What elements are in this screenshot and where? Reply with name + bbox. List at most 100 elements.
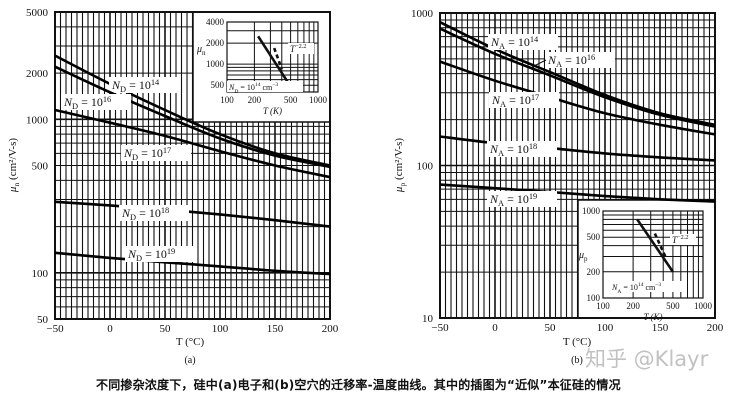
- inset-y-tick-label: 4000: [206, 17, 225, 27]
- series-label-part: D: [136, 254, 142, 263]
- inset-power-law-label: T−2.2: [672, 234, 688, 245]
- inset-doping-note-part: 14: [638, 282, 644, 288]
- watermark: 知乎 @Klayr: [585, 347, 709, 371]
- inset-power-law-label-part: −2.2: [295, 43, 306, 50]
- series-label-part: 16: [587, 53, 595, 62]
- series-label-part: 14: [530, 35, 539, 44]
- series-label-part: D: [120, 85, 126, 94]
- inset-doping-note-part: D: [234, 89, 238, 95]
- x-axis-label: T (°C): [563, 336, 592, 348]
- inset-y-axis-label-part: p: [584, 255, 588, 263]
- y-tick-label: 500: [32, 161, 49, 173]
- series-label: ND = 1014: [111, 78, 160, 94]
- inset-doping-note-part: N: [228, 83, 235, 92]
- series-label-part: = 10: [504, 192, 529, 206]
- inset-doping-note-part: A: [617, 289, 621, 295]
- x-tick-label: 0: [492, 322, 498, 334]
- inset-y-axis-label: μp: [578, 250, 588, 263]
- series-label-part: N: [489, 192, 499, 206]
- inset-doping-note-part: cm: [261, 83, 274, 92]
- series-label: ND = 1016: [63, 95, 111, 111]
- series-label: ND = 1018: [121, 206, 169, 222]
- y-axis-label-part: μ: [393, 186, 405, 193]
- series-label-part: N: [489, 142, 499, 156]
- series-label-part: D: [72, 102, 78, 111]
- label-bg: [487, 191, 557, 207]
- series-label-part: N: [547, 53, 557, 67]
- series-line-A-1e16: [439, 27, 716, 128]
- series-label-part: 14: [151, 78, 160, 87]
- x-tick-label: 50: [160, 323, 172, 335]
- x-tick-label: 200: [322, 323, 339, 335]
- label-bg: [119, 205, 189, 221]
- inset-frame: [602, 210, 704, 299]
- inset-x-tick-label: 100: [220, 95, 234, 105]
- series-label-part: N: [111, 78, 121, 92]
- x-tick-label: 200: [707, 322, 724, 334]
- inset-mobility-line: [636, 218, 674, 273]
- series-label-part: = 10: [138, 146, 163, 160]
- inset-y-axis-label-part: n: [202, 49, 206, 57]
- inset-doping-note-part: 14: [255, 82, 261, 88]
- series-label-part: = 10: [504, 142, 529, 156]
- inset-y-tick-label: 1000: [582, 206, 601, 216]
- y-tick-label: 1000: [411, 8, 434, 20]
- label-bg: [288, 43, 314, 54]
- series-label-part: 16: [103, 95, 111, 104]
- label-bg: [488, 34, 558, 50]
- series-label-part: = 10: [562, 53, 587, 67]
- series-label-part: 18: [161, 206, 169, 215]
- y-tick-label: 10: [422, 313, 434, 325]
- series-line-D-1e18: [54, 200, 331, 228]
- x-tick-label: −50: [431, 322, 449, 334]
- inset-x-axis-label: T (K): [263, 106, 282, 116]
- x-tick-label: 150: [652, 322, 669, 334]
- inset-plot: 100 200 500 1000 500 1000 2000 4000 T (K) μn T−2.2…: [192, 11, 331, 123]
- inset-doping-note-part: −3: [655, 282, 661, 288]
- y-axis-label-part: μ: [7, 186, 19, 193]
- y-axis-label-part: (cm²/V-s): [7, 138, 19, 183]
- inset-x-tick-label: 500: [284, 95, 298, 105]
- y-axis-label-part: (cm²/V-s): [393, 138, 405, 183]
- inset-y-tick-label: 100: [587, 293, 601, 303]
- series-label-part: A: [498, 199, 504, 208]
- inset-power-law-label-part: T: [672, 235, 678, 245]
- x-tick-label: 100: [212, 323, 229, 335]
- x-tick-label: 50: [545, 322, 557, 334]
- y-axis-label-part: p: [398, 183, 407, 187]
- inset-x-tick-label: 200: [626, 301, 640, 311]
- inset-x-tick-label: 100: [596, 301, 610, 311]
- y-tick-label: 50: [37, 314, 49, 326]
- series-label-part: 18: [529, 142, 537, 151]
- series-label-part: = 10: [142, 247, 167, 261]
- inset-y-axis-label-part: μ: [196, 44, 202, 55]
- label-leader-line: [531, 59, 547, 68]
- series-label-part: = 10: [126, 78, 151, 92]
- inset-y-tick-label: 200: [587, 267, 601, 277]
- series-label-part: N: [127, 247, 137, 261]
- label-bg: [125, 246, 195, 262]
- inset-x-tick-label: 500: [666, 301, 680, 311]
- panel-label: (b): [571, 355, 583, 366]
- series-line-D-1e19: [54, 251, 331, 276]
- label-bg: [545, 52, 615, 68]
- inset-y-tick-label: 500: [211, 80, 225, 90]
- label-bg: [670, 234, 696, 245]
- inset-doping-note-part: −3: [272, 82, 278, 88]
- series-label: NA = 1018: [489, 142, 537, 158]
- series-label-part: A: [500, 100, 506, 109]
- label-bg: [109, 77, 179, 93]
- series-line-D-1e16: [54, 65, 331, 169]
- inset-power-law-label-part: T: [290, 44, 296, 54]
- inset-doping-note-part: = 10: [621, 283, 638, 292]
- series-label-part: D: [132, 153, 138, 162]
- series-label-part: = 10: [136, 206, 161, 220]
- inset-x-tick-label: 1000: [694, 301, 713, 311]
- label-bg: [610, 281, 686, 292]
- x-axis-label: T (°C): [176, 336, 205, 348]
- series-label-part: D: [130, 213, 136, 222]
- inset-doping-note-part: = 10: [238, 83, 255, 92]
- series-label-part: N: [490, 35, 500, 49]
